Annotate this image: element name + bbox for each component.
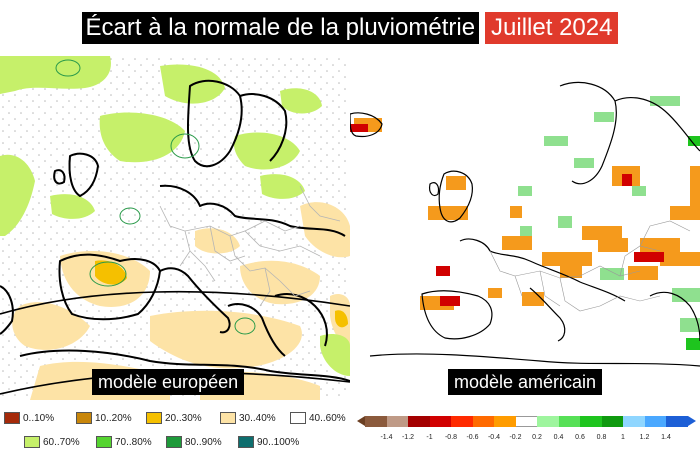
- strong-wet-grid-cells: [686, 136, 700, 350]
- legend-item: 80..90%: [166, 436, 222, 450]
- dry-grid-cells: [354, 118, 700, 310]
- colorbar-cell: [494, 416, 516, 427]
- colorbar-right-arrow: [688, 416, 696, 426]
- colorbar-cell: [601, 416, 624, 427]
- colorbar-tick-label: 1.4: [661, 434, 671, 441]
- coastline-outlines: [0, 79, 350, 382]
- colorbar-cell: [429, 416, 452, 427]
- colorbar-cell: [666, 416, 688, 427]
- page-title: Écart à la normale de la pluviométrie: [81, 12, 480, 44]
- european-map-graphic: [0, 56, 350, 400]
- legend-label: 80..90%: [185, 437, 222, 448]
- colorbar-cell: [472, 416, 495, 427]
- american-map-graphic: [350, 81, 700, 367]
- legend-label: 30..40%: [239, 413, 276, 424]
- legend-item: 30..40%: [220, 412, 276, 426]
- legend-swatch: [238, 436, 254, 449]
- legend-item: 40..60%: [290, 412, 346, 426]
- european-model-map: modèle européen: [0, 56, 350, 400]
- colorbar-tick-label: 1.2: [639, 434, 650, 441]
- american-colorbar: -1.4 -1.2 -1 -0.8 -0.6 -0.4 -0.2 0.2 0.4 0.6 0.8 1 1…: [355, 412, 700, 452]
- legend-label: 0..10%: [23, 413, 55, 424]
- wet-grid-cells: [518, 96, 700, 332]
- colorbar-cell: [515, 416, 538, 427]
- colorbar-tick-label: -0.8: [444, 434, 458, 441]
- legend-label: 20..30%: [165, 413, 202, 424]
- legend-label: 40..60%: [309, 413, 346, 424]
- title-bar: Écart à la normale de la pluviométrie Jui…: [0, 12, 700, 46]
- colorbar-tick-label: 0.2: [532, 434, 542, 441]
- legend-swatch: [4, 412, 20, 425]
- legend-swatch: [220, 412, 236, 425]
- legend-item: 70..80%: [96, 436, 152, 450]
- country-borders: [489, 220, 691, 312]
- strong-dry-areas: [95, 260, 348, 328]
- legend-swatch: [146, 412, 162, 425]
- colorbar-tick-label: -1.4: [380, 434, 393, 441]
- country-borders: [159, 185, 341, 307]
- colorbar-tick-label: 0.6: [575, 434, 585, 441]
- colorbar-tick-label: 1: [621, 434, 625, 441]
- legend-label: 60..70%: [43, 437, 80, 448]
- colorbar-cell: [644, 416, 667, 427]
- colorbar-cell: [386, 416, 409, 427]
- colorbar-tick-label: 0.4: [553, 434, 564, 441]
- legend-swatch: [166, 436, 182, 449]
- legend-swatch: [290, 412, 306, 425]
- colorbar-cell: [408, 416, 430, 427]
- wet-contours: [55, 59, 256, 335]
- legend-label: 70..80%: [115, 437, 152, 448]
- colorbar-cell: [580, 416, 602, 427]
- colorbar-tick-label: -0.2: [509, 434, 522, 441]
- legend-label: 90..100%: [257, 437, 300, 448]
- colorbar-tick-label: -0.6: [466, 434, 479, 441]
- strong-dry-grid-cells: [350, 124, 664, 306]
- american-model-label: modèle américain: [448, 369, 603, 395]
- legend-swatch: [96, 436, 112, 449]
- legend-item: 90..100%: [238, 436, 299, 450]
- european-model-label: modèle européen: [92, 369, 245, 395]
- legend-item: 0..10%: [4, 412, 54, 426]
- colorbar-cell: [451, 416, 473, 427]
- colorbar-cell: [365, 416, 387, 427]
- coastline-outlines: [350, 81, 700, 367]
- colorbar-cell: [537, 416, 559, 427]
- wet-anomaly-areas: [0, 56, 350, 376]
- colorbar-tick-label: -1: [426, 434, 433, 441]
- legend-swatch: [76, 412, 92, 425]
- title-date-badge: Juillet 2024: [485, 12, 619, 44]
- colorbar-tick-label: -1.2: [401, 434, 415, 441]
- legend-item: 10..20%: [76, 412, 132, 426]
- legend-label: 10..20%: [95, 413, 132, 424]
- colorbar-cell: [558, 416, 581, 427]
- colorbar-tick-label: 0.8: [596, 434, 607, 441]
- legend-item: 20..30%: [146, 412, 202, 426]
- colorbar-left-arrow: [357, 416, 365, 426]
- american-model-map: modèle américain: [350, 56, 700, 400]
- legend-item: 60..70%: [24, 436, 80, 450]
- colorbar-tick-label: -0.4: [487, 434, 501, 441]
- colorbar-cell: [623, 416, 645, 427]
- european-legend: 0..10% 10..20% 20..30% 30..40% 40..60% 6…: [0, 410, 350, 464]
- legend-swatch: [24, 436, 40, 449]
